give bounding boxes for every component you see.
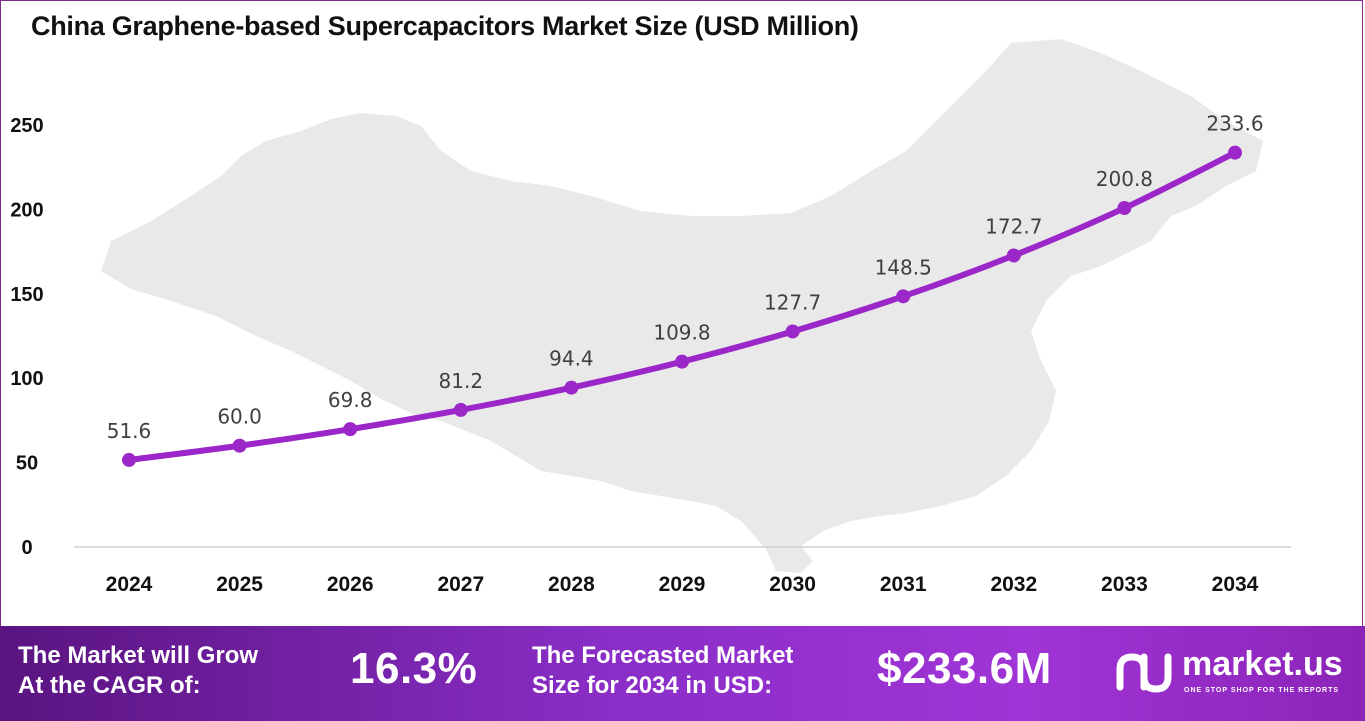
brand-name: market.us [1182, 645, 1343, 683]
y-tick-label: 100 [10, 368, 43, 390]
x-tick-label: 2025 [216, 573, 263, 596]
data-label: 94.4 [549, 347, 594, 371]
x-tick-label: 2034 [1212, 573, 1259, 596]
x-tick-label: 2029 [659, 573, 706, 596]
y-tick-label: 0 [21, 537, 32, 559]
cagr-caption-line1: The Market will Grow [18, 642, 259, 669]
forecast-caption-line1: The Forecasted Market [532, 642, 794, 669]
brand-tagline: ONE STOP SHOP FOR THE REPORTS [1184, 687, 1340, 694]
data-point [675, 354, 689, 369]
x-tick-label: 2024 [106, 573, 153, 596]
data-point [343, 422, 358, 437]
data-label: 127.7 [764, 290, 821, 314]
data-point [232, 438, 247, 453]
data-label: 148.5 [875, 255, 932, 279]
x-tick-label: 2032 [990, 573, 1037, 596]
forecast-value: $233.6M [877, 644, 1052, 693]
cagr-caption: The Market will Grow At the CAGR of: [18, 641, 258, 701]
data-label: 172.7 [985, 214, 1042, 238]
data-point [453, 402, 468, 417]
data-point [1228, 145, 1242, 160]
y-tick-label: 200 [10, 199, 43, 221]
chart-title: China Graphene-based Supercapacitors Mar… [31, 11, 859, 41]
data-point [1006, 248, 1021, 263]
x-tick-label: 2033 [1101, 573, 1148, 596]
forecast-caption: The Forecasted Market Size for 2034 in U… [532, 641, 793, 701]
x-tick-label: 2031 [880, 573, 927, 596]
data-label: 233.6 [1206, 112, 1263, 136]
china-map-background [101, 39, 1263, 573]
data-label: 51.6 [107, 419, 152, 443]
forecast-caption-line2: Size for 2034 in USD: [532, 672, 773, 699]
footer-banner: The Market will Grow At the CAGR of: 16.… [0, 626, 1365, 721]
data-label: 109.8 [653, 321, 710, 345]
hainan-island-shape [766, 546, 813, 573]
data-label: 81.2 [439, 369, 484, 393]
x-tick-label: 2026 [327, 573, 374, 596]
x-tick-label: 2028 [548, 573, 595, 596]
y-tick-label: 150 [10, 284, 43, 306]
china-map-shape [101, 39, 1263, 561]
brand-logo: market.us ONE STOP SHOP FOR THE REPORTS [1114, 643, 1359, 703]
x-tick-label: 2030 [769, 573, 816, 596]
y-tick-label: 50 [16, 453, 38, 475]
data-label: 60.0 [217, 405, 262, 429]
line-chart: 0 50 100 150 200 250 2024 2025 2026 2027 2028 2029… [10, 39, 1291, 596]
market-us-logo-icon [1116, 653, 1172, 693]
data-label: 200.8 [1096, 167, 1153, 191]
data-point [122, 452, 136, 467]
data-point [564, 380, 579, 395]
cagr-value: 16.3% [350, 644, 478, 693]
y-tick-label: 250 [10, 115, 43, 137]
data-point [785, 324, 800, 339]
x-axis: 2024 2025 2026 2027 2028 2029 2030 2031 2032 2033… [106, 573, 1259, 596]
y-axis: 0 50 100 150 200 250 [10, 115, 43, 559]
x-tick-label: 2027 [437, 573, 484, 596]
data-point [1117, 201, 1132, 216]
data-points [122, 145, 1242, 467]
data-labels: 51.6 60.0 69.8 81.2 94.4 109.8 127.7 148.5 172.7… [107, 112, 1264, 443]
cagr-caption-line2: At the CAGR of: [18, 672, 201, 699]
data-label: 69.8 [328, 388, 373, 412]
data-point [896, 289, 911, 304]
